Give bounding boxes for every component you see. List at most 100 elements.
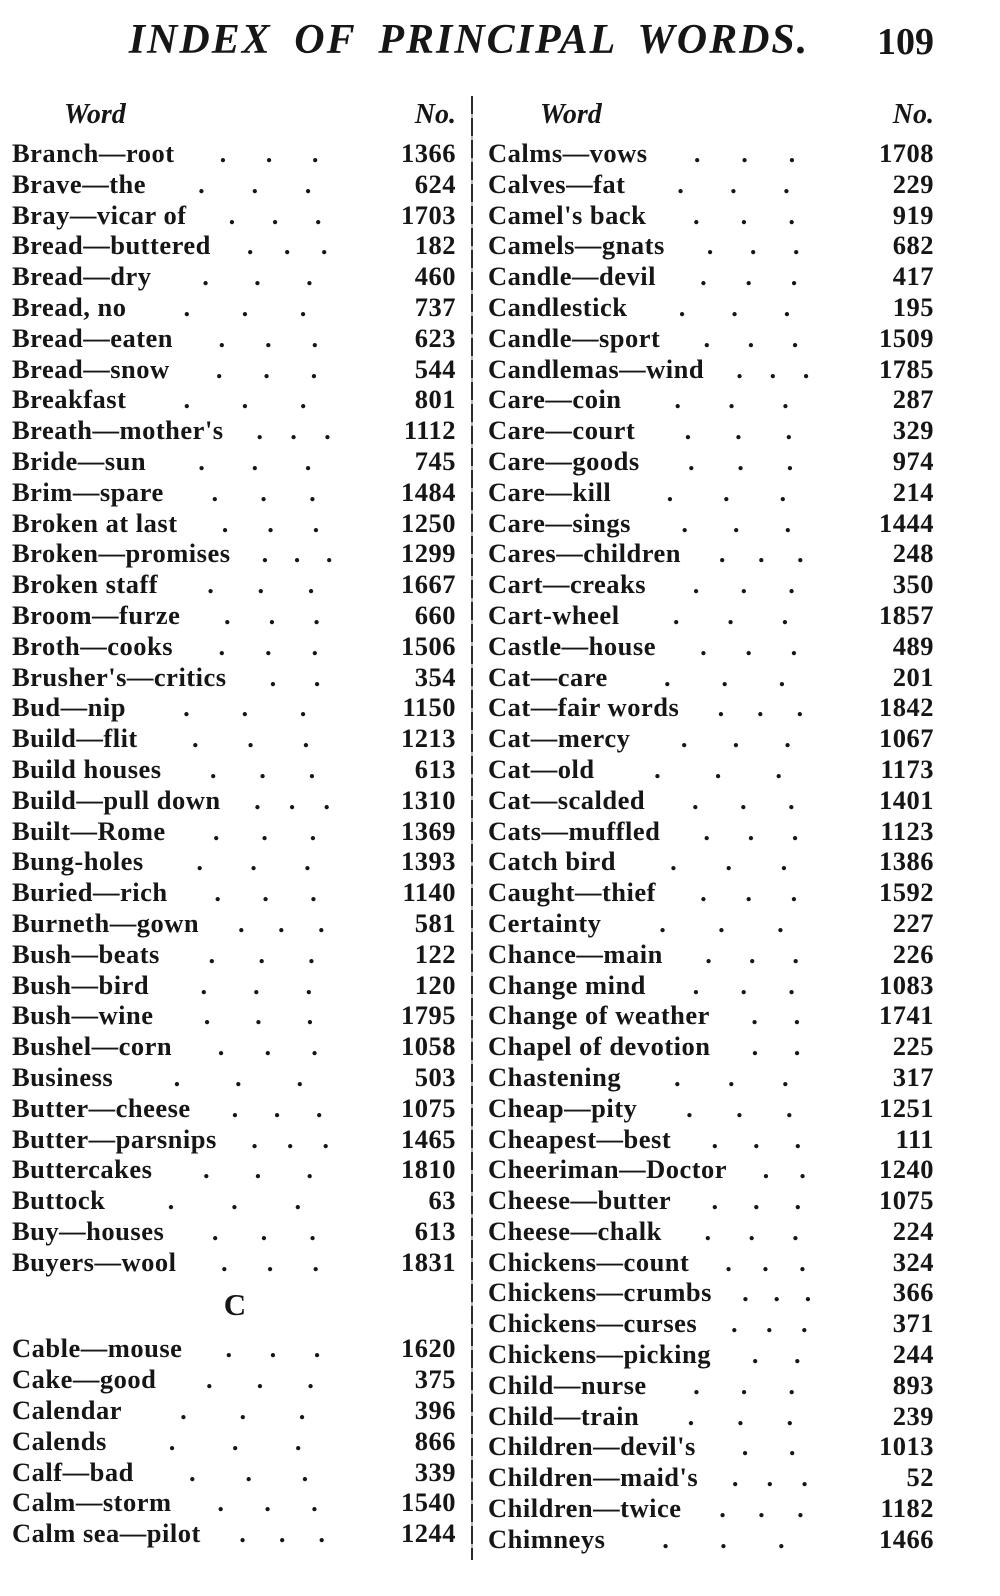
entry-word: Broken—promises: [12, 538, 231, 569]
index-row: Branch—root... 1366: [12, 138, 458, 169]
dot-leader: ...: [719, 1493, 805, 1524]
index-row: Breath—mother's... 1112: [12, 415, 458, 446]
entry-number: 1240: [879, 1154, 934, 1185]
entry-number: 737: [414, 291, 456, 322]
entry-number: 460: [414, 261, 456, 292]
entry-word: Buyers—wool: [12, 1246, 177, 1277]
index-row: Broom—furze... 660: [12, 600, 458, 631]
index-row: Butter—cheese... 1075: [12, 1093, 458, 1124]
dot-leader: ...: [223, 599, 321, 630]
entry-number: 613: [414, 753, 456, 784]
index-column-left: Word No. Branch—root... 1366 Brave—the... 6…: [12, 98, 458, 1549]
dot-leader: ...: [705, 938, 800, 969]
entry-word: Butter—parsnips: [12, 1123, 217, 1154]
entry-word: Care—coin: [488, 384, 622, 415]
index-row: Cat—care... 201: [488, 662, 936, 693]
entry-word: Candle—devil: [488, 261, 656, 292]
entry-word: Buttercakes: [12, 1154, 153, 1185]
entry-word: Children—devil's: [488, 1431, 696, 1462]
entry-word: Camels—gnats: [488, 230, 665, 261]
entry-word: Broth—cooks: [12, 630, 174, 661]
entry-word: Care—kill: [488, 476, 612, 507]
entry-number: 613: [414, 1215, 456, 1246]
entry-number: 1620: [401, 1333, 456, 1364]
index-row: Calf—bad... 339: [12, 1457, 458, 1488]
entry-number: 1810: [401, 1154, 456, 1185]
dot-leader: ...: [677, 168, 791, 199]
entry-number: 248: [892, 538, 934, 569]
entry-word: Broken staff: [12, 569, 159, 600]
entry-number: 324: [892, 1246, 934, 1277]
index-row: Change of weather.. 1741: [488, 1000, 936, 1031]
entry-word: Chickens—crumbs: [488, 1277, 712, 1308]
index-row: Chastening... 317: [488, 1062, 936, 1093]
entry-word: Chickens—count: [488, 1246, 690, 1277]
entry-number: 581: [414, 907, 456, 938]
index-row: Bray—vicar of... 1703: [12, 200, 458, 231]
index-row: Cake—good... 375: [12, 1364, 458, 1395]
entry-number: 350: [892, 569, 934, 600]
dot-leader: ...: [672, 599, 789, 630]
dot-leader: ...: [202, 1154, 314, 1185]
entry-number: 1369: [401, 815, 456, 846]
index-row: Candlemas—wind... 1785: [488, 354, 936, 385]
dot-leader: ...: [704, 1215, 800, 1246]
entry-number: 1795: [401, 1000, 456, 1031]
dot-leader: ...: [211, 476, 317, 507]
entry-number: 1386: [879, 846, 934, 877]
index-row: Bread—eaten... 623: [12, 323, 458, 354]
dot-leader: ..: [269, 661, 321, 692]
index-row: Burneth—gown... 581: [12, 908, 458, 939]
entry-word: Children—maid's: [488, 1462, 699, 1493]
dot-leader: ...: [208, 938, 316, 969]
dot-leader: ...: [198, 168, 312, 199]
entry-number: 1506: [401, 630, 456, 661]
entry-number: 1484: [401, 476, 456, 507]
index-row: Chance—main... 226: [488, 939, 936, 970]
index-row: Care—goods... 974: [488, 446, 936, 477]
entry-number: 1244: [401, 1518, 456, 1549]
entry-number: 1123: [880, 815, 934, 846]
index-row: Children—twice... 1182: [488, 1493, 936, 1524]
entry-word: Bread—dry: [12, 261, 152, 292]
entry-word: Change of weather: [488, 1000, 710, 1031]
entry-number: 1058: [401, 1031, 456, 1062]
dot-leader: ...: [674, 1061, 790, 1092]
entry-word: Cart-wheel: [488, 599, 620, 630]
index-row: Butter—parsnips... 1465: [12, 1124, 458, 1155]
entry-number: 1250: [401, 507, 456, 538]
dot-leader: ...: [183, 384, 307, 415]
entry-number: 239: [892, 1400, 934, 1431]
index-row: Cat—scalded... 1401: [488, 785, 936, 816]
entry-word: Chimneys: [488, 1523, 606, 1554]
entry-number: 201: [892, 661, 934, 692]
entry-word: Broom—furze: [12, 599, 181, 630]
dot-leader: ...: [731, 1308, 809, 1339]
dot-leader: ...: [238, 907, 326, 938]
entry-word: Bread—buttered: [12, 230, 211, 261]
entry-word: Chastening: [488, 1061, 622, 1092]
index-row: Calendar... 396: [12, 1395, 458, 1426]
index-row: Build—flit... 1213: [12, 723, 458, 754]
entry-word: Cat—mercy: [488, 723, 631, 754]
entry-word: Brave—the: [12, 168, 147, 199]
column-divider: [471, 96, 473, 1560]
entry-number: 229: [892, 168, 934, 199]
dot-leader: ...: [717, 692, 804, 723]
dot-leader: ...: [654, 753, 783, 784]
entry-word: Chapel of devotion: [488, 1031, 711, 1062]
entry-word: Care—goods: [488, 445, 640, 476]
entry-number: 1182: [880, 1493, 934, 1524]
dot-leader: ...: [228, 199, 322, 230]
entry-word: Build houses: [12, 753, 162, 784]
index-row: Buyers—wool... 1831: [12, 1247, 458, 1278]
entry-number: 182: [414, 230, 456, 261]
dot-leader: ...: [666, 476, 787, 507]
entry-number: 1444: [879, 507, 934, 538]
index-row: Broken—promises... 1299: [12, 538, 458, 569]
dot-leader: ...: [211, 1215, 317, 1246]
index-row: Bread, no... 737: [12, 292, 458, 323]
index-row: Candle—devil... 417: [488, 261, 936, 292]
entry-number: 1083: [879, 969, 934, 1000]
index-row: Bud—nip... 1150: [12, 692, 458, 723]
